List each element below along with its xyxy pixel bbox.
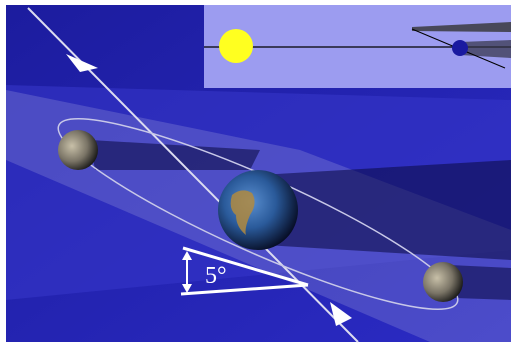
- earth: [218, 170, 298, 250]
- angle-label: 5°: [205, 263, 227, 289]
- angle-arrowhead: [182, 284, 192, 293]
- moon: [58, 130, 98, 170]
- direction-arrow: [66, 54, 98, 72]
- inset-earth: [452, 40, 468, 56]
- angle-line: [180, 283, 309, 296]
- angle-line: [182, 246, 309, 287]
- sun: [219, 29, 253, 63]
- inset-shadow: [412, 22, 511, 32]
- direction-arrow: [330, 302, 352, 326]
- moon-shadow: [450, 265, 511, 300]
- moon: [423, 262, 463, 302]
- earth-land: [230, 190, 255, 235]
- moon-shadow: [90, 140, 260, 170]
- earth-shadow: [260, 160, 511, 260]
- angle-arrowhead: [182, 251, 192, 260]
- inset-shadow: [460, 40, 511, 58]
